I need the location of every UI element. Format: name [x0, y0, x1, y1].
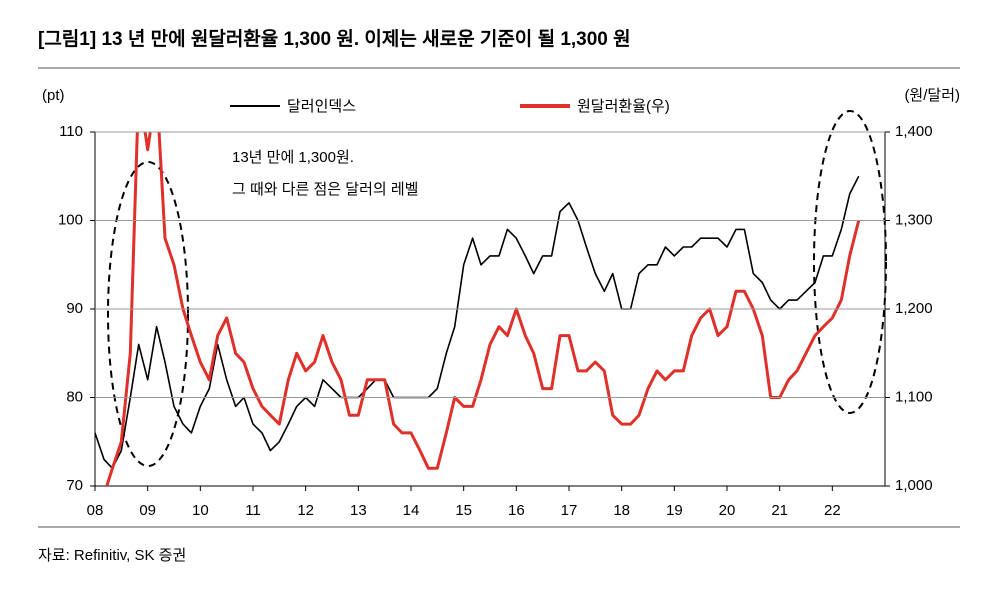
x-tick-label: 20	[719, 502, 736, 519]
annotation: 13년 만에 1,300원.	[232, 149, 354, 166]
annotation: 그 때와 다른 점은 달러의 레벨	[232, 181, 418, 198]
x-tick-label: 11	[245, 502, 261, 519]
x-tick-label: 12	[297, 502, 314, 519]
plot-area	[95, 132, 861, 486]
legend-label: 달러인덱스	[287, 98, 356, 115]
legend-label: 원달러환율(우)	[577, 98, 670, 115]
highlight-ellipse	[107, 161, 189, 467]
x-tick-label: 19	[666, 502, 683, 519]
y2-tick-label: 1,400	[895, 123, 933, 140]
y-axis-unit: (pt)	[42, 87, 65, 104]
page-title: [그림1] 13 년 만에 원달러환율 1,300 원. 이제는 새로운 기준이…	[38, 28, 631, 50]
data-line	[95, 175, 860, 470]
x-tick-label: 21	[771, 502, 788, 519]
x-tick-label: 14	[403, 502, 420, 519]
data-line	[105, 132, 861, 486]
y2-tick-label: 1,200	[895, 300, 933, 317]
y2-tick-label: 1,000	[895, 477, 933, 494]
source: 자료: Refinitiv, SK 증권	[38, 547, 186, 564]
y2-axis-unit: (원/달러)	[904, 87, 960, 104]
y2-tick-label: 1,300	[895, 211, 933, 228]
x-tick-label: 10	[192, 502, 209, 519]
x-tick-label: 09	[139, 502, 156, 519]
highlight-ellipse	[813, 110, 887, 414]
x-tick-label: 17	[561, 502, 578, 519]
x-tick-label: 08	[87, 502, 104, 519]
y-tick-label: 70	[66, 477, 83, 494]
y2-tick-label: 1,100	[895, 388, 933, 405]
y-tick-label: 80	[66, 388, 83, 405]
x-tick-label: 15	[455, 502, 472, 519]
y-tick-label: 100	[58, 211, 83, 228]
x-tick-label: 13	[350, 502, 367, 519]
x-tick-label: 16	[508, 502, 525, 519]
y-tick-label: 110	[59, 123, 83, 140]
x-tick-label: 18	[613, 502, 630, 519]
y-tick-label: 90	[66, 300, 83, 317]
x-tick-label: 22	[824, 502, 841, 519]
